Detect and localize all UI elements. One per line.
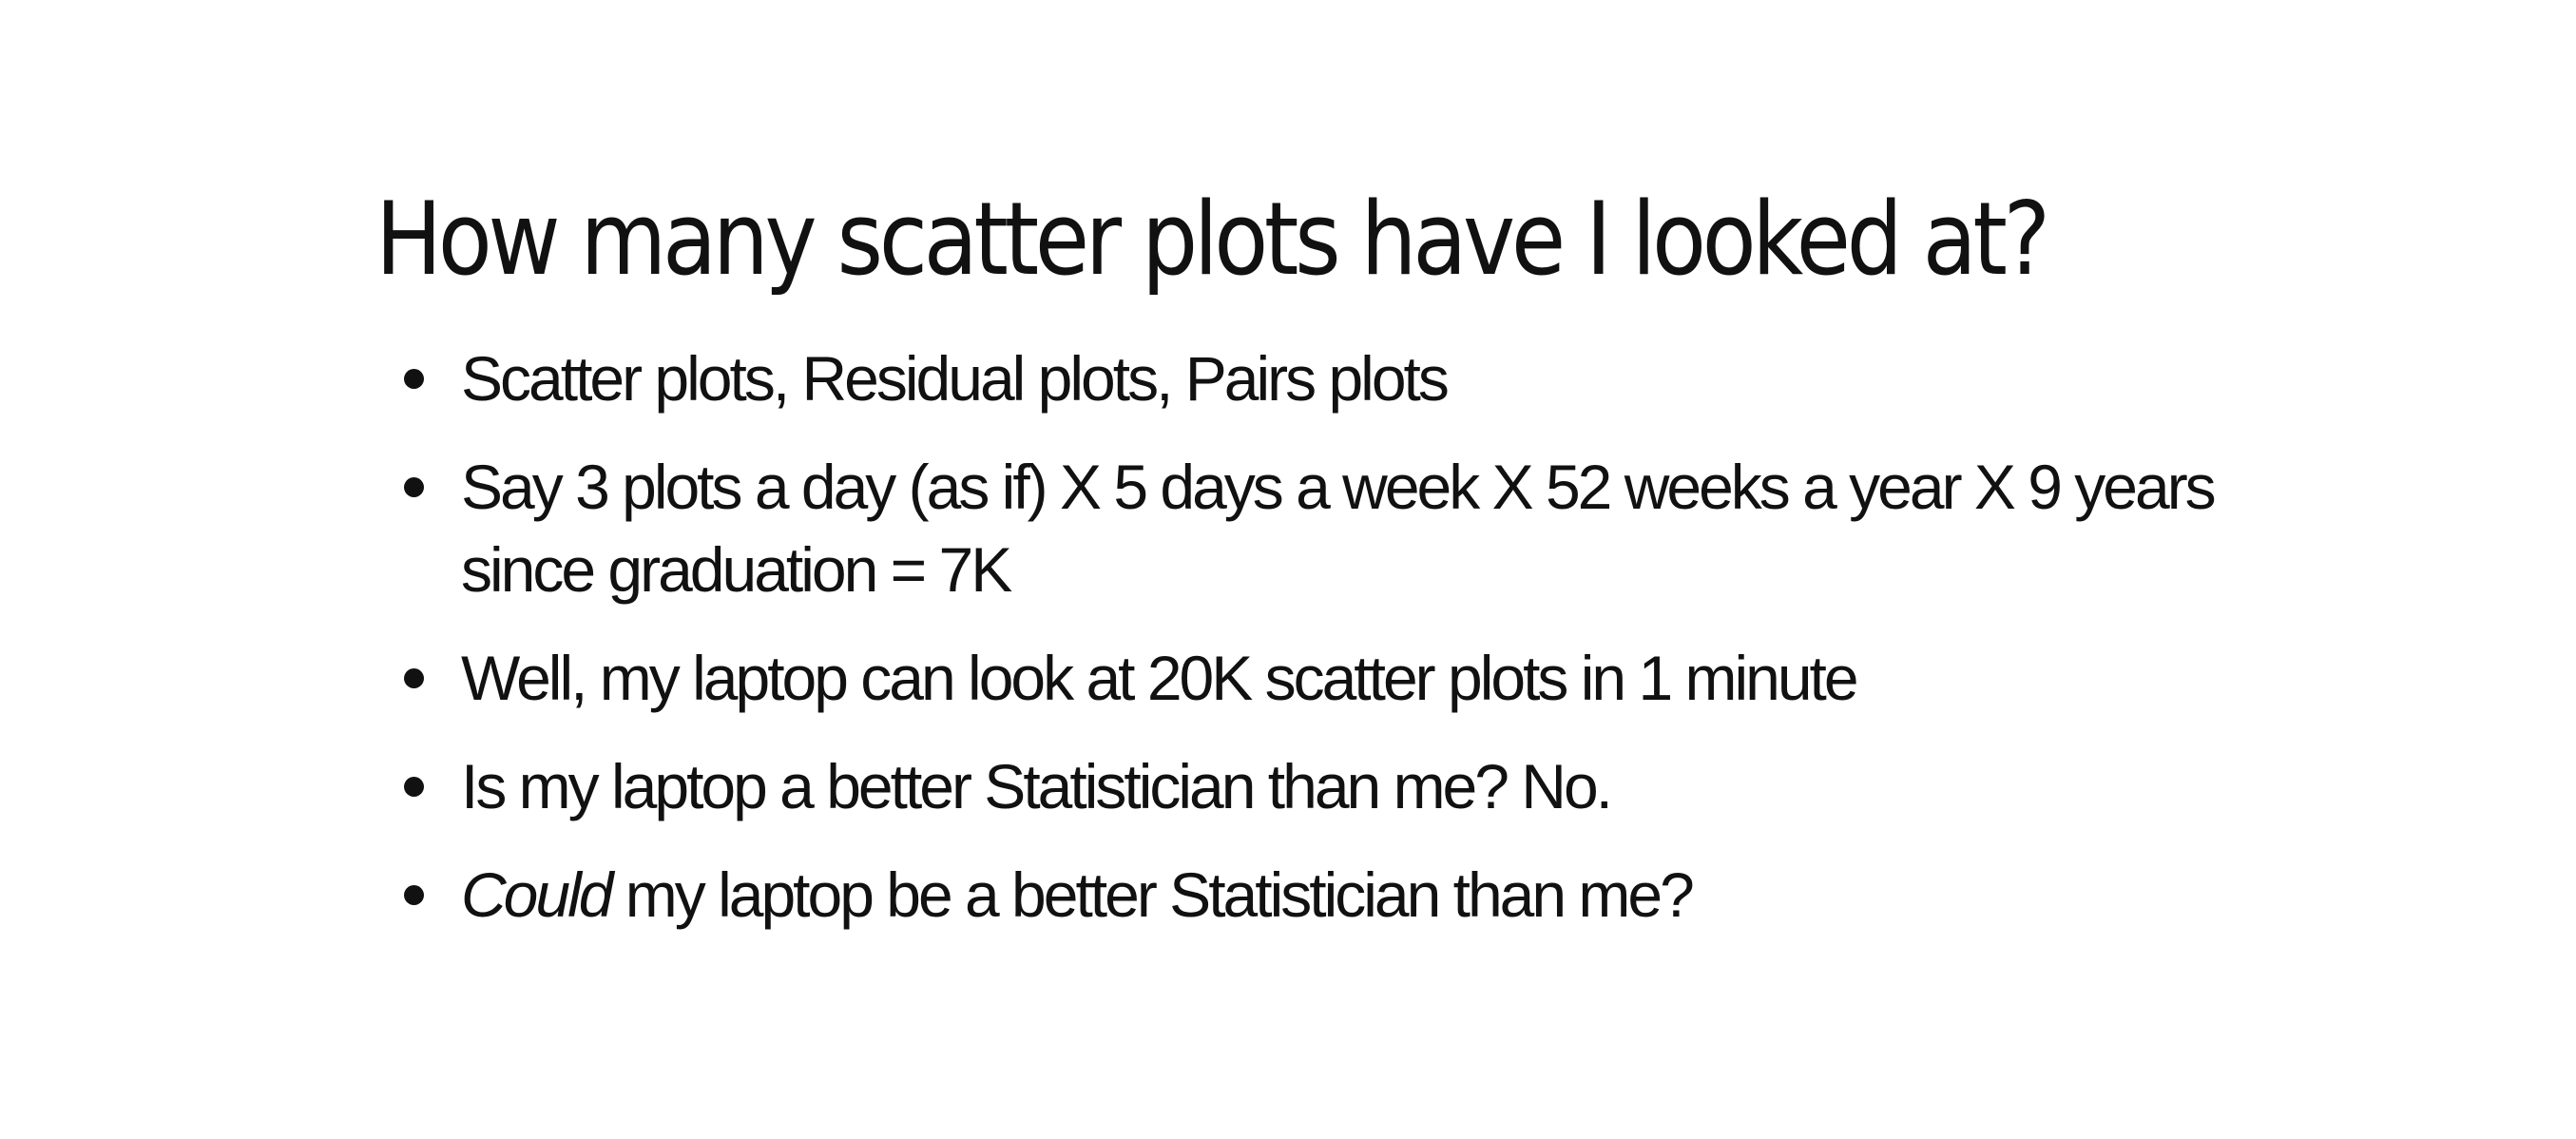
bullet-item: Is my laptop a better Statistician than … (394, 745, 2277, 828)
bullet-text: Scatter plots, Residual plots, Pairs plo… (461, 343, 1450, 414)
bullet-text: Well, my laptop can look at 20K scatter … (461, 643, 1859, 713)
bullet-dot-icon (404, 777, 424, 797)
emphasis-word: Could (461, 859, 613, 930)
bullet-dot-icon (404, 369, 424, 389)
bullet-item: Scatter plots, Residual plots, Pairs plo… (394, 338, 2277, 420)
bullet-text: Say 3 plots a day (as if) X 5 days a wee… (461, 452, 2217, 605)
bullet-text-rest: my laptop be a better Statistician than … (610, 859, 1695, 930)
bullet-item: Could my laptop be a better Statistician… (394, 854, 2277, 936)
bullet-item: Well, my laptop can look at 20K scatter … (394, 637, 2277, 720)
bullet-dot-icon (404, 885, 424, 905)
slide-title: How many scatter plots have I looked at? (375, 181, 2050, 298)
bullet-text: Is my laptop a better Statistician than … (461, 751, 1613, 821)
bullet-dot-icon (404, 477, 424, 497)
bullet-dot-icon (404, 668, 424, 688)
bullet-item: Say 3 plots a day (as if) X 5 days a wee… (394, 446, 2277, 611)
bullet-text: Could my laptop be a better Statistician… (461, 854, 2277, 936)
bullet-list: Scatter plots, Residual plots, Pairs plo… (394, 338, 2277, 962)
